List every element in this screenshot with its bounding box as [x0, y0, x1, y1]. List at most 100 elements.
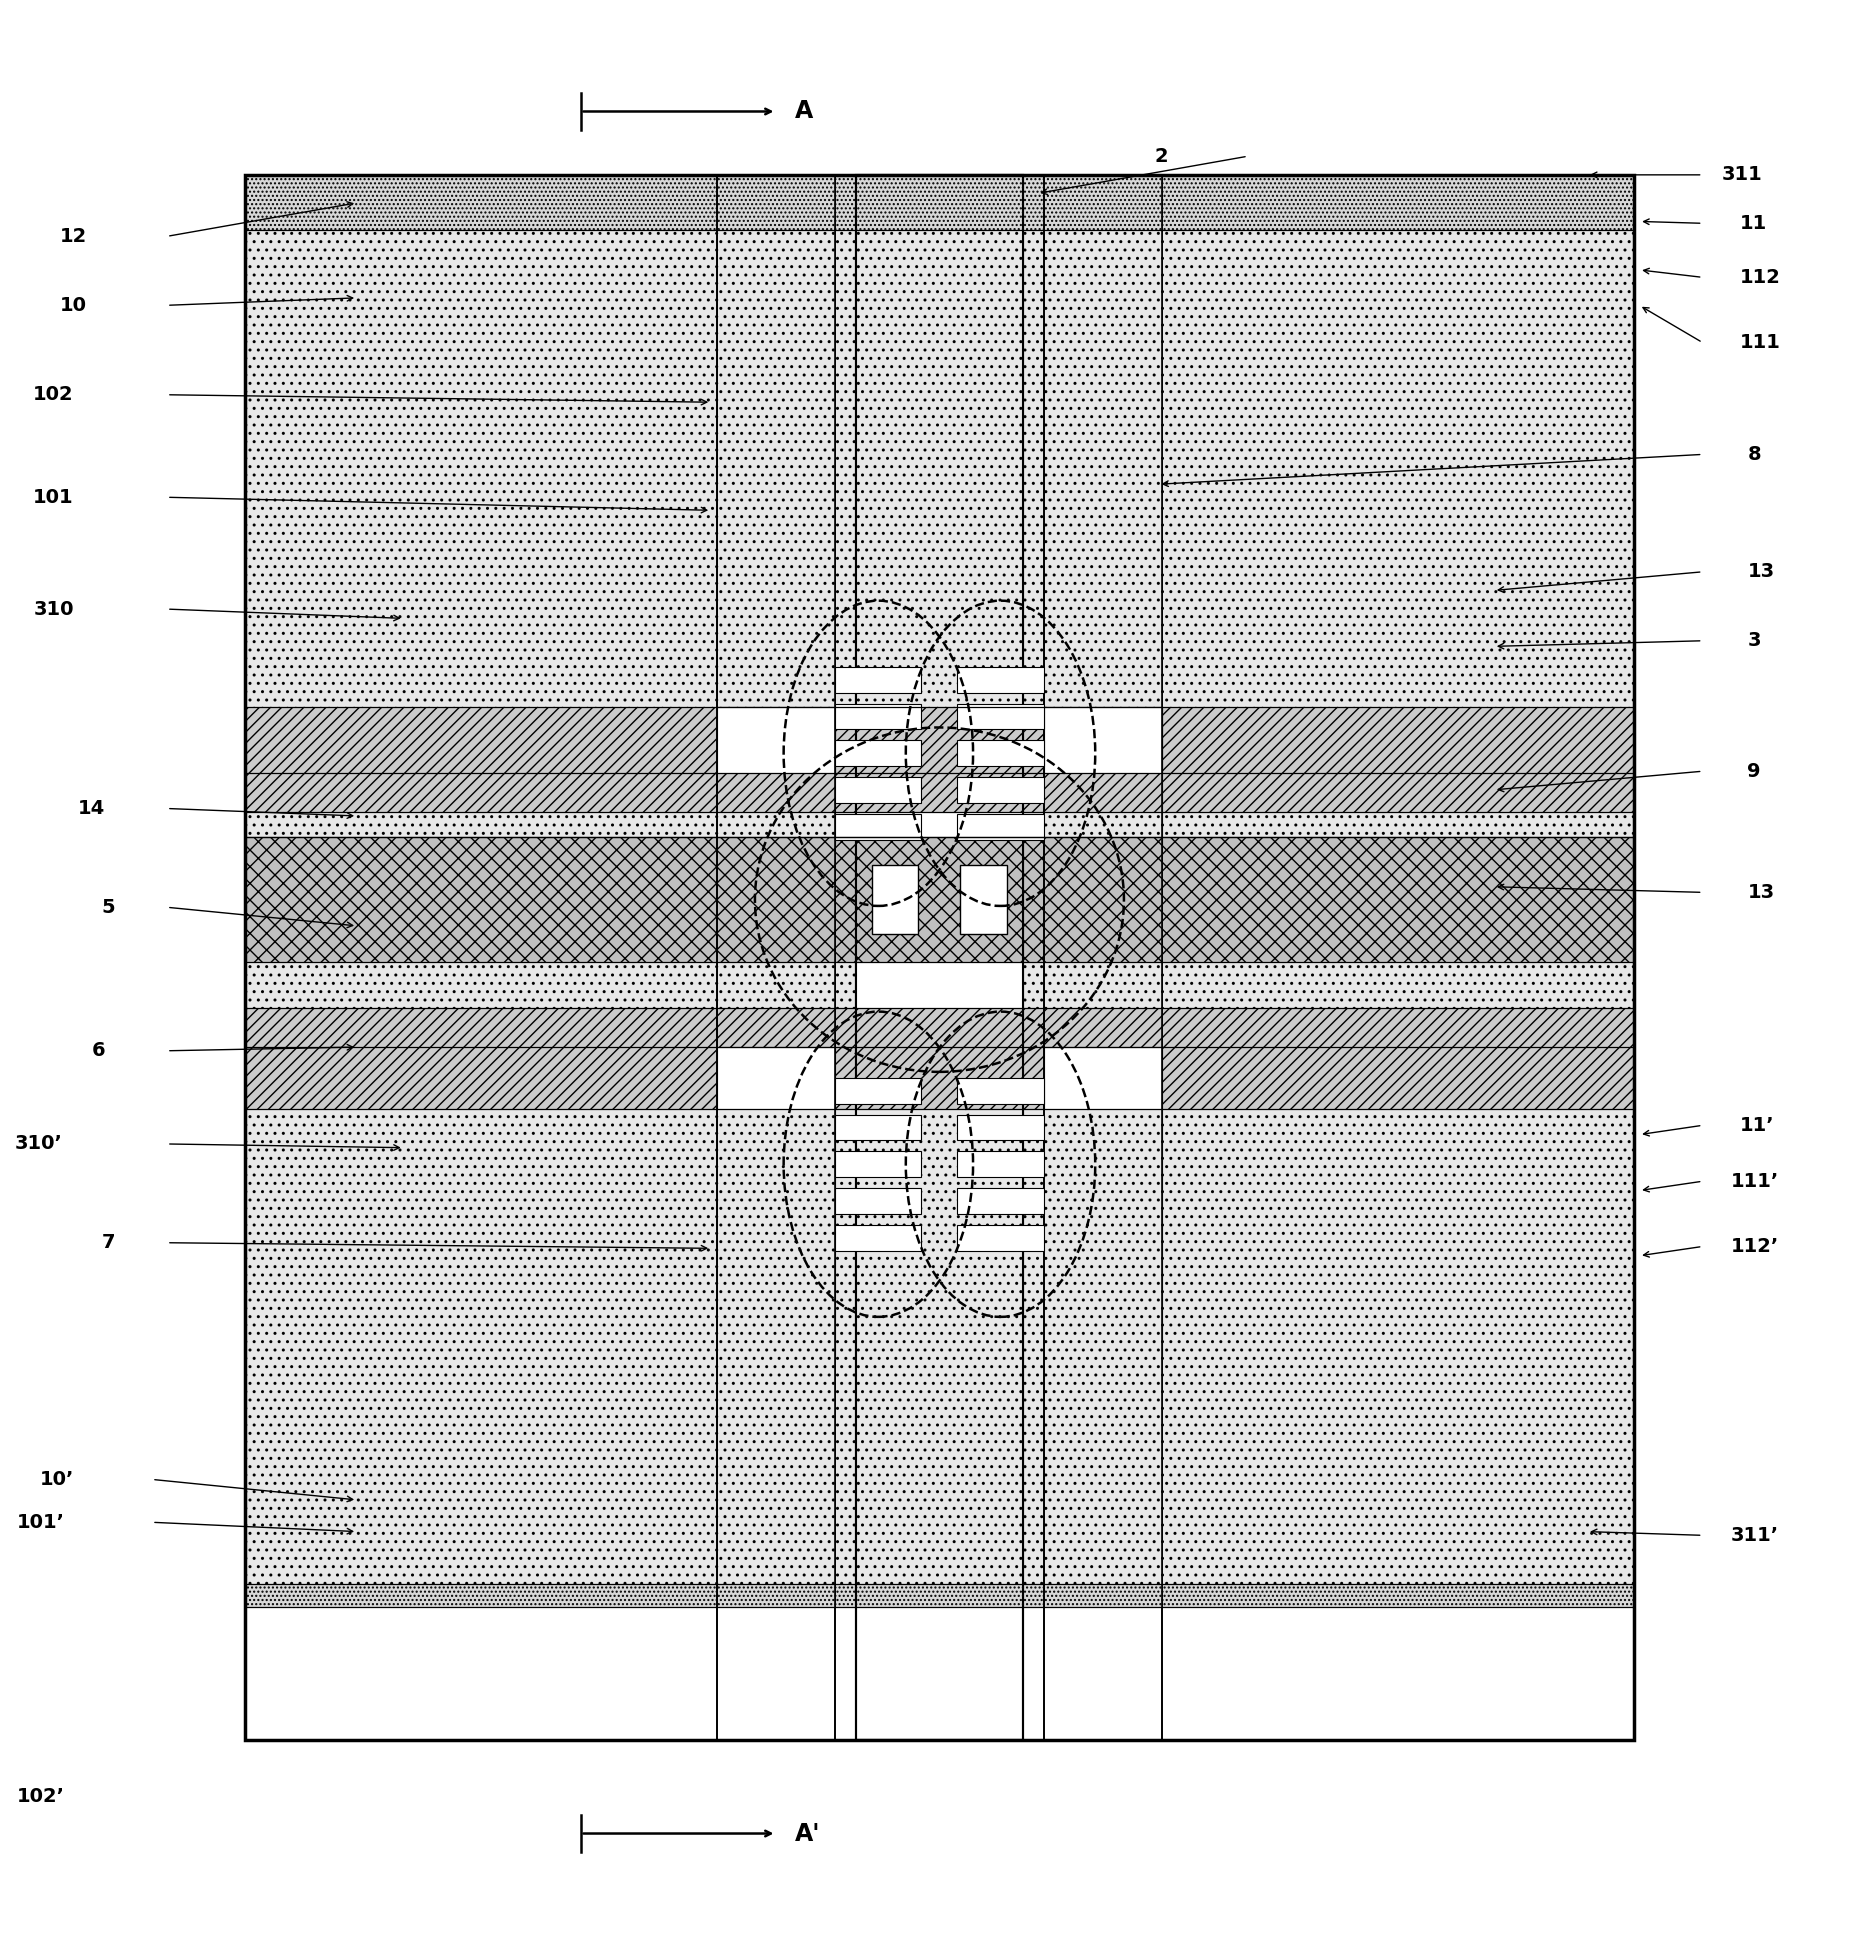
Bar [1044, 708, 1162, 772]
Text: 112’: 112’ [1730, 1237, 1778, 1256]
Text: 102’: 102’ [17, 1787, 64, 1805]
Bar [856, 772, 1024, 811]
Bar [1044, 1109, 1162, 1583]
Bar [856, 811, 1024, 836]
Text: 13: 13 [1747, 562, 1775, 582]
Bar [958, 778, 1044, 803]
Bar [717, 708, 835, 772]
Bar [835, 704, 921, 729]
Bar [1044, 708, 1162, 772]
Text: 311: 311 [1720, 165, 1762, 185]
Bar [717, 772, 835, 811]
Bar [958, 813, 1044, 840]
Text: 3: 3 [1747, 632, 1762, 650]
Bar [958, 741, 1044, 766]
Bar [717, 836, 835, 963]
Bar [958, 1225, 1044, 1251]
Bar [856, 963, 1024, 1008]
Bar [856, 175, 1024, 1741]
Text: 101’: 101’ [17, 1513, 64, 1533]
Bar [1044, 1008, 1162, 1046]
Text: 311’: 311’ [1730, 1525, 1778, 1544]
Text: 10: 10 [60, 296, 86, 315]
Bar [958, 1188, 1044, 1214]
Text: 112: 112 [1739, 268, 1780, 286]
Bar [872, 866, 919, 934]
Text: 11: 11 [1739, 214, 1767, 233]
Bar [245, 1008, 1634, 1046]
Bar [1044, 175, 1162, 230]
Bar [717, 175, 835, 1741]
Text: 2: 2 [1154, 146, 1168, 165]
Bar [958, 667, 1044, 692]
Bar [245, 175, 1634, 1741]
Bar [717, 963, 835, 1008]
Bar [717, 708, 835, 772]
Bar [717, 1046, 835, 1109]
Text: 11’: 11’ [1739, 1116, 1775, 1134]
Bar [245, 1583, 1634, 1607]
Bar [245, 772, 1634, 811]
Text: A': A' [796, 1822, 820, 1846]
Bar [835, 1188, 921, 1214]
Text: 310’: 310’ [15, 1134, 62, 1153]
Bar [856, 1109, 1024, 1583]
Bar [245, 836, 1634, 963]
Text: 111’: 111’ [1730, 1171, 1778, 1190]
Text: A: A [796, 99, 813, 123]
Bar [856, 230, 1024, 708]
Bar [717, 1008, 835, 1046]
Bar [717, 811, 835, 836]
Text: 310: 310 [34, 599, 73, 619]
Bar [1044, 175, 1162, 1741]
Bar [958, 1078, 1044, 1103]
Bar [1044, 811, 1162, 836]
Text: 7: 7 [101, 1233, 114, 1253]
Bar [958, 1114, 1044, 1140]
Text: 8: 8 [1747, 445, 1762, 465]
Bar [835, 1078, 921, 1103]
Text: 13: 13 [1747, 883, 1775, 902]
Bar [856, 1008, 1024, 1046]
Bar [717, 175, 835, 1741]
Bar [717, 1046, 835, 1356]
Bar [245, 230, 1634, 708]
Bar [958, 704, 1044, 729]
Bar [1044, 175, 1162, 1741]
Text: 9: 9 [1747, 762, 1762, 780]
Bar [856, 175, 1024, 1741]
Bar [1044, 836, 1162, 963]
Bar [856, 836, 1024, 963]
Bar [1044, 1583, 1162, 1607]
Bar [835, 1225, 921, 1251]
Text: 5: 5 [101, 899, 114, 916]
Bar [245, 811, 1634, 836]
Bar [717, 708, 835, 844]
Bar [835, 741, 921, 766]
Bar [856, 1583, 1024, 1607]
Bar [245, 963, 1634, 1008]
Bar [717, 1583, 835, 1607]
Text: 6: 6 [92, 1041, 105, 1060]
Text: 111: 111 [1739, 333, 1780, 352]
Bar [960, 866, 1007, 934]
Bar [1044, 1046, 1162, 1356]
Bar [958, 1151, 1044, 1177]
Bar [1044, 230, 1162, 708]
Bar [856, 175, 1024, 230]
Bar [835, 813, 921, 840]
Bar [245, 1046, 1634, 1109]
Bar [245, 1109, 1634, 1583]
Bar [835, 667, 921, 692]
Bar [856, 1046, 1024, 1109]
Text: 101: 101 [34, 488, 73, 508]
Bar [717, 1109, 835, 1583]
Bar [835, 1151, 921, 1177]
Bar [835, 778, 921, 803]
Text: 102: 102 [34, 385, 73, 405]
Text: 10’: 10’ [39, 1470, 73, 1490]
Bar [245, 175, 1634, 1741]
Bar [856, 708, 1024, 772]
Bar [245, 708, 1634, 772]
Bar [1044, 708, 1162, 844]
